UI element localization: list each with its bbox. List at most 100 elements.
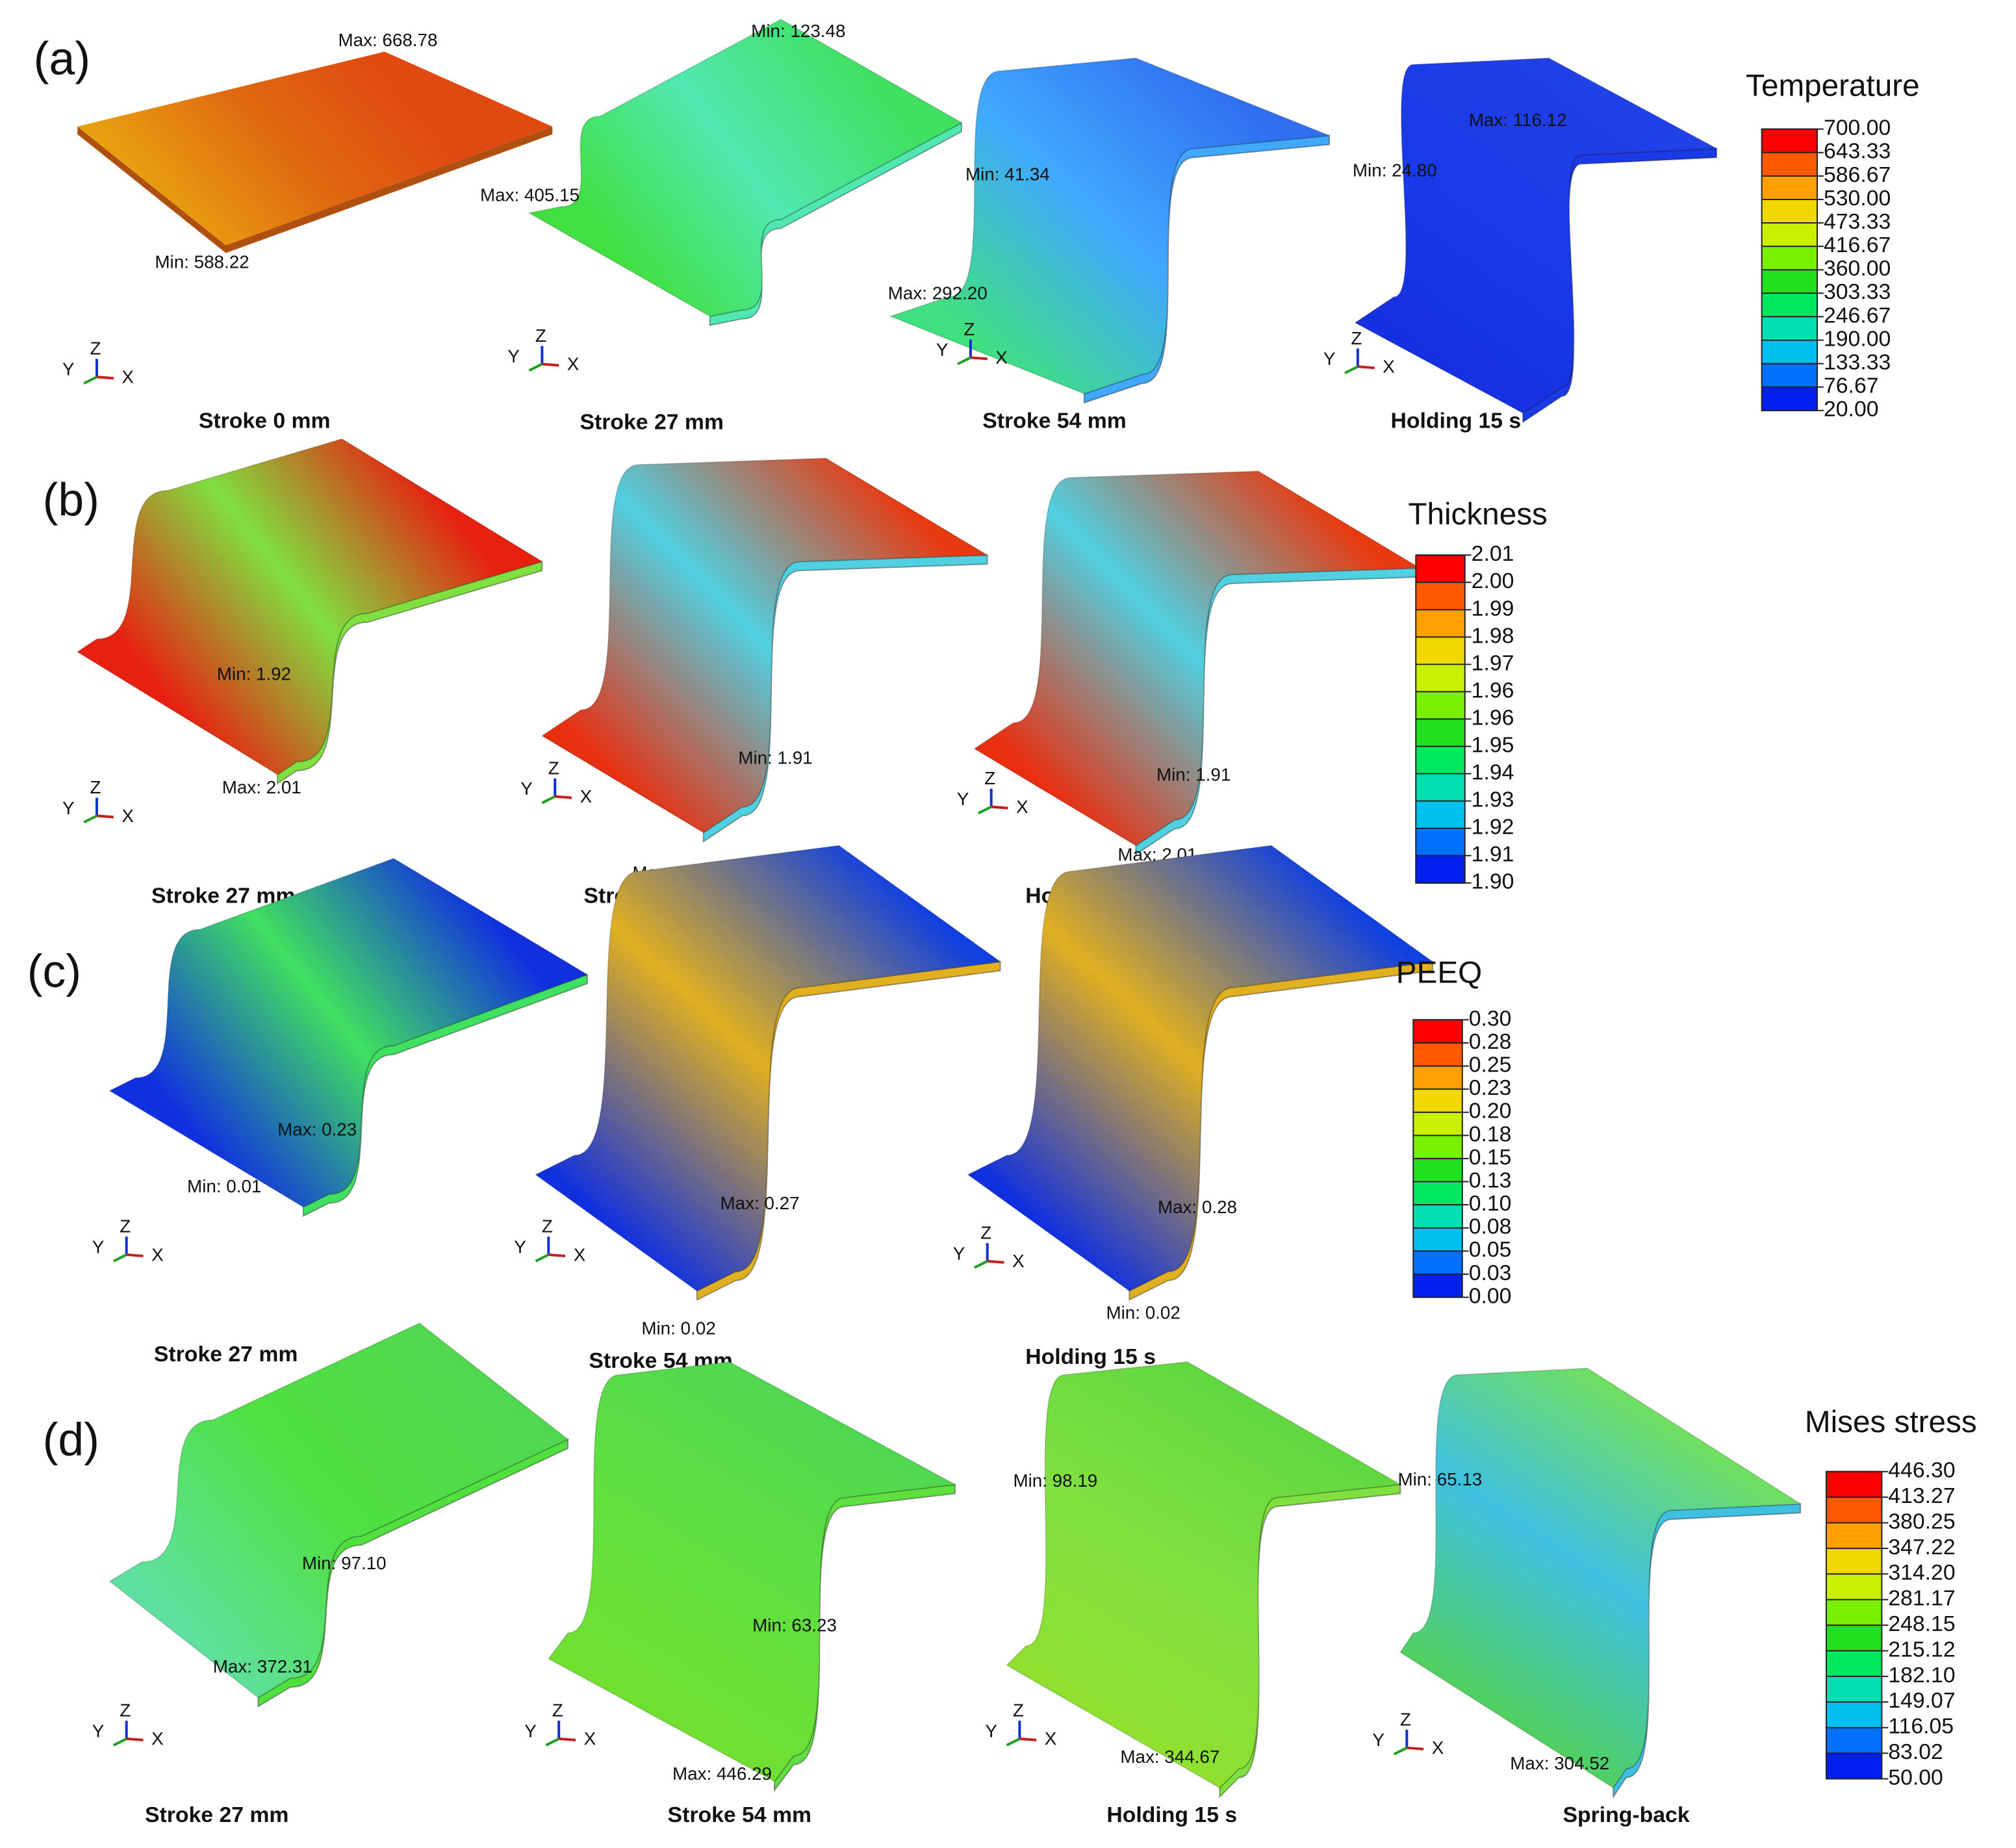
colorbar-band	[1413, 1251, 1462, 1275]
colorbar-band	[1761, 316, 1818, 341]
annotation: Min: 1.91	[738, 747, 812, 767]
colorbar-label: 643.33	[1824, 139, 1891, 164]
axis-label: X	[567, 354, 580, 374]
colorbar-label: 380.25	[1888, 1509, 1955, 1534]
colorbar-label: 1.92	[1472, 815, 1514, 840]
colorbar-band	[1413, 1181, 1462, 1206]
colorbar-label: 0.15	[1469, 1145, 1512, 1170]
colorbar-band	[1761, 387, 1818, 411]
sheet	[76, 438, 544, 776]
colorbar-label: 0.08	[1469, 1214, 1512, 1239]
axis-label: Z	[963, 319, 975, 339]
axis-arrow	[970, 356, 988, 361]
axis-label: Y	[520, 778, 533, 799]
axis-arrow	[112, 1253, 127, 1263]
annotation: Min: 1.91	[1156, 764, 1231, 784]
annotation: Max: 304.52	[1510, 1753, 1609, 1773]
axis-label: X	[1383, 357, 1395, 377]
colorbar-band	[1416, 637, 1465, 665]
axis-arrow	[1393, 1747, 1408, 1756]
axis-arrow	[559, 1737, 576, 1741]
axis-arrow	[112, 1738, 127, 1747]
axis-label: Y	[985, 1721, 997, 1741]
colorbar-band	[1826, 1702, 1882, 1728]
sheet	[547, 1361, 958, 1782]
legend-title: Mises stress	[1805, 1405, 1977, 1439]
colorbar-label: 1.98	[1472, 623, 1514, 648]
axis-arrow	[548, 1253, 566, 1257]
colorbar-band	[1413, 1205, 1462, 1229]
caption: Holding 15 s	[1106, 1803, 1237, 1827]
colorbar-band	[1413, 1042, 1462, 1067]
colorbar-label: 416.67	[1824, 233, 1891, 257]
colorbar-label: 20.00	[1824, 397, 1879, 422]
axis-label: Y	[957, 789, 969, 809]
colorbar-label: 0.10	[1469, 1191, 1512, 1216]
axis-arrow	[991, 805, 1008, 810]
axis-label: Z	[1400, 1709, 1411, 1729]
panel-label: (d)	[43, 1414, 99, 1466]
colorbar-label: 0.13	[1469, 1168, 1512, 1192]
colorbar-band	[1826, 1522, 1882, 1549]
colorbar-label: 50.00	[1888, 1765, 1943, 1790]
colorbar-band	[1761, 175, 1818, 200]
axis-label: Y	[1323, 349, 1336, 369]
axis-label: Z	[1351, 328, 1362, 348]
axis-label: Z	[1013, 1700, 1024, 1721]
caption: Holding 15 s	[1390, 409, 1521, 433]
axis-label: Z	[548, 758, 559, 778]
axis-arrow	[126, 1737, 144, 1741]
colorbar-label: 0.25	[1469, 1053, 1512, 1077]
colorbar-band	[1413, 1112, 1462, 1136]
colorbar-band	[1413, 1089, 1462, 1113]
annotation: Min: 63.23	[752, 1615, 837, 1635]
colorbar-label: 0.18	[1469, 1122, 1512, 1146]
sheet	[534, 845, 1002, 1292]
colorbar-band	[1413, 1158, 1462, 1183]
axis-label: Z	[120, 1216, 131, 1237]
annotation: Max: 292.20	[888, 283, 988, 303]
axis-label: X	[1016, 797, 1028, 817]
axis-arrow	[541, 795, 556, 804]
annotation: Max: 0.27	[720, 1193, 799, 1213]
axis-label: Y	[62, 798, 75, 818]
colorbar-label: 281.17	[1888, 1586, 1955, 1611]
axis-arrow	[987, 1259, 1004, 1264]
sheet	[1353, 57, 1719, 414]
axis-label: Z	[542, 1216, 553, 1237]
caption: Stroke 27 mm	[145, 1803, 288, 1827]
axis-arrow	[535, 1253, 550, 1263]
annotation: Max: 668.78	[338, 30, 437, 50]
colorbar-label: 473.33	[1824, 209, 1891, 234]
legend-title: PEEQ	[1396, 955, 1482, 990]
colorbar-band	[1826, 1753, 1882, 1780]
colorbar-label: 586.67	[1824, 162, 1891, 187]
annotation: Max: 372.31	[213, 1656, 313, 1676]
colorbar-band	[1761, 246, 1818, 271]
colorbar-band	[1416, 691, 1465, 720]
colorbar-label: 116.05	[1888, 1714, 1954, 1739]
axis-label: Z	[552, 1700, 563, 1721]
axis-label: Z	[980, 1223, 991, 1243]
colorbar-band	[1413, 1135, 1462, 1159]
colorbar-label: 314.20	[1888, 1560, 1955, 1585]
annotation: Max: 344.67	[1120, 1747, 1219, 1767]
colorbar-label: 83.02	[1888, 1739, 1943, 1764]
colorbar-band	[1761, 293, 1818, 318]
colorbar-band	[1826, 1471, 1882, 1498]
axis-label: X	[121, 366, 134, 387]
axis-label: Y	[92, 1721, 105, 1741]
sheet	[108, 857, 589, 1208]
caption: Stroke 54 mm	[668, 1803, 811, 1827]
annotation: Max: 0.23	[277, 1120, 357, 1140]
colorbar-label: 0.05	[1469, 1237, 1512, 1262]
axis-arrow	[977, 805, 992, 815]
axis-label: Y	[62, 359, 75, 379]
axis-arrow	[96, 376, 114, 380]
annotation: Min: 24.80	[1353, 160, 1437, 181]
axis-label: X	[584, 1728, 596, 1749]
annotation: Min: 0.02	[641, 1318, 715, 1339]
colorbar-label: 1.97	[1472, 650, 1514, 675]
axis-arrow	[1344, 365, 1359, 374]
